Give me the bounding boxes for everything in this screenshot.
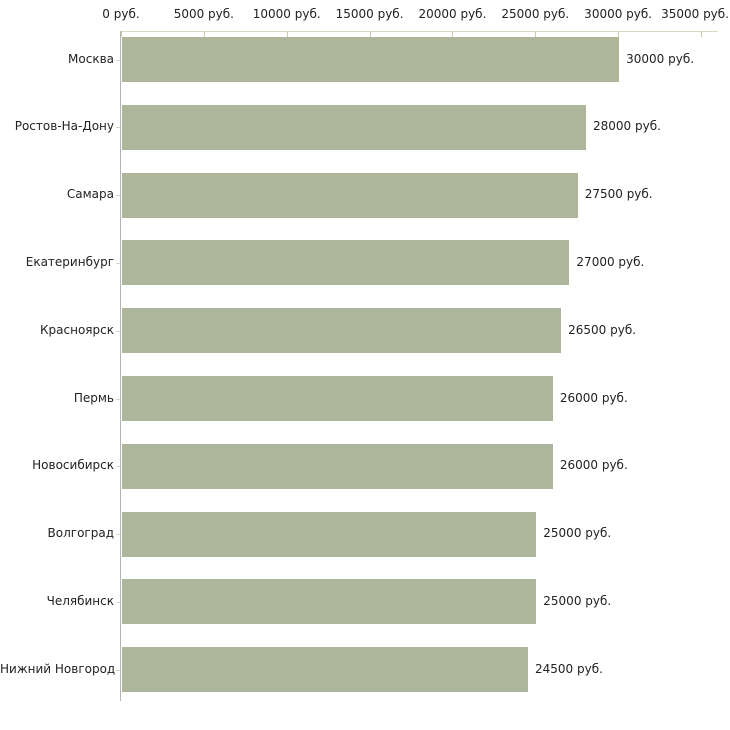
category-label: Новосибирск xyxy=(32,458,114,473)
bar xyxy=(122,647,528,693)
x-tick-label: 30000 руб. xyxy=(584,7,653,21)
y-tick xyxy=(116,669,120,671)
y-tick xyxy=(116,195,120,197)
y-tick xyxy=(116,466,120,468)
value-label: 25000 руб. xyxy=(543,526,612,541)
category-label: Екатеринбург xyxy=(25,254,114,269)
y-axis-line xyxy=(120,31,121,701)
value-label: 26500 руб. xyxy=(568,322,637,337)
category-label: Челябинск xyxy=(46,593,114,608)
value-label: 26000 руб. xyxy=(559,458,628,473)
x-tick xyxy=(121,32,122,37)
category-label: Нижний Новгород xyxy=(0,661,116,676)
category-label: Волгоград xyxy=(47,526,114,541)
category-label: Красноярск xyxy=(40,322,114,337)
value-label: 30000 руб. xyxy=(626,51,695,66)
value-label: 27000 руб. xyxy=(576,254,645,269)
bar xyxy=(122,443,553,489)
bar xyxy=(122,104,586,150)
bar xyxy=(122,172,578,218)
x-tick-label: 10000 руб. xyxy=(252,7,321,21)
x-tick-label: 20000 руб. xyxy=(418,7,487,21)
x-tick xyxy=(535,32,537,37)
value-label: 28000 руб. xyxy=(593,119,661,134)
value-label: 24500 руб. xyxy=(535,661,603,676)
bar xyxy=(122,37,620,82)
category-label: Москва xyxy=(68,51,114,66)
value-label: 25000 руб. xyxy=(543,593,612,608)
category-label: Ростов-На-Дону xyxy=(14,119,114,134)
x-tick xyxy=(286,32,288,37)
category-label: Пермь xyxy=(73,390,114,405)
x-tick-label: 35000 руб. xyxy=(661,7,729,21)
x-tick xyxy=(369,32,371,37)
bar xyxy=(122,579,537,625)
x-tick xyxy=(701,32,702,37)
x-tick xyxy=(618,32,620,37)
y-tick xyxy=(116,59,120,61)
x-tick-label: 0 руб. xyxy=(102,7,140,21)
y-tick xyxy=(116,601,120,603)
x-tick-label: 25000 руб. xyxy=(501,7,570,21)
category-label: Самара xyxy=(66,187,114,202)
bar xyxy=(122,511,537,557)
x-tick xyxy=(452,32,454,37)
x-tick-label: 5000 руб. xyxy=(173,7,234,21)
y-tick xyxy=(116,534,120,536)
y-tick xyxy=(116,127,120,129)
bar xyxy=(122,308,562,354)
value-label: 26000 руб. xyxy=(559,390,628,405)
bar xyxy=(122,240,570,286)
y-tick xyxy=(116,330,120,332)
x-axis-line xyxy=(121,31,718,32)
y-tick xyxy=(116,262,120,264)
y-tick xyxy=(116,398,120,400)
bar xyxy=(122,376,553,421)
x-tick-label: 15000 руб. xyxy=(335,7,404,21)
value-label: 27500 руб. xyxy=(584,187,653,202)
x-tick xyxy=(203,32,205,37)
